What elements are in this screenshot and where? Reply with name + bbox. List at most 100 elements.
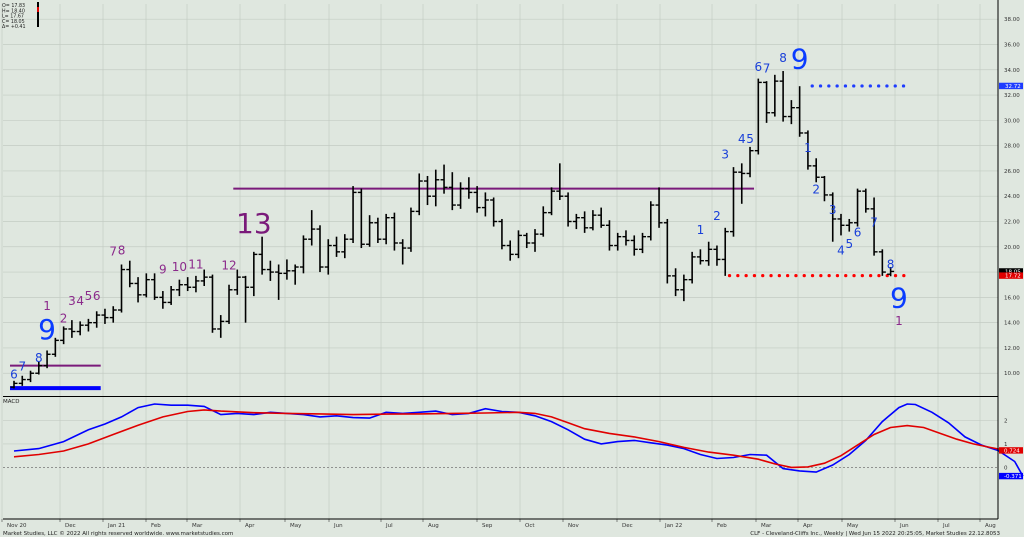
macd-panel: MACD	[3, 399, 1024, 477]
x-tick-label: Nov	[568, 523, 579, 529]
ohlc-bar	[159, 291, 167, 309]
ohlc-bar	[787, 100, 795, 125]
ohlc-bar	[630, 235, 638, 256]
setup-count: 5	[746, 132, 754, 146]
macd-title: MACD	[3, 399, 20, 405]
macd-tick-label: 0	[1004, 465, 1008, 471]
macd-marker-box	[999, 447, 1023, 454]
ohlc-bar	[672, 268, 680, 297]
price-tick-label: 30.00	[1004, 118, 1020, 124]
ohlc-bar	[862, 188, 870, 213]
ohlc-bar	[142, 273, 150, 298]
ohlc-bar	[118, 264, 126, 313]
price-marker-box	[999, 82, 1023, 90]
ohlc-bar	[126, 260, 134, 288]
setup-count: 8	[118, 243, 126, 257]
x-tick-label: Mar	[761, 523, 772, 529]
ohlc-bar	[663, 218, 671, 284]
ohlc-bar	[829, 192, 837, 242]
ohlc-bar	[299, 235, 307, 274]
ohlc-bar	[820, 175, 828, 202]
ohlc-bar	[60, 326, 68, 345]
setup-count: 11	[188, 257, 203, 271]
ohlc-bar	[440, 164, 448, 194]
ohlc-bar	[556, 163, 564, 200]
ohlc-bar	[878, 249, 886, 276]
ohlc-readout-line: H= 18.40	[2, 8, 25, 14]
setup-count: 7	[763, 61, 771, 75]
ohlc-bar	[208, 274, 216, 333]
ohlc-bar	[10, 380, 18, 389]
ohlc-bar	[514, 230, 522, 259]
macd-tick-label: 2	[1004, 418, 1008, 424]
x-tick-label: Feb	[151, 523, 161, 529]
setup-count: 3	[829, 203, 837, 217]
ohlc-bar	[870, 197, 878, 256]
ohlc-bar	[374, 217, 382, 243]
setup-count-large: 9	[38, 313, 56, 346]
ohlc-bar	[101, 308, 109, 324]
ohlc-bar	[763, 81, 771, 123]
ohlc-bar	[266, 260, 274, 281]
ohlc-bar	[837, 213, 845, 236]
setup-count: 5	[845, 237, 853, 251]
macd-signal-line	[13, 409, 1023, 469]
ohlc-bar	[432, 169, 440, 207]
setup-count: 1	[804, 141, 812, 155]
x-tick-label: Aug	[428, 523, 439, 529]
ohlc-bar	[84, 318, 92, 332]
setup-count: 6	[10, 367, 18, 381]
ohlc-bar	[333, 236, 341, 257]
ohlc-bar	[250, 251, 258, 297]
price-tick-label: 28.00	[1004, 144, 1020, 150]
ohlc-bar	[184, 277, 192, 292]
setup-count-large: 9	[791, 42, 809, 75]
ohlc-bar	[729, 167, 737, 237]
price-tick-label: 34.00	[1004, 68, 1020, 74]
price-tick-label: 38.00	[1004, 17, 1020, 23]
ohlc-bar	[597, 207, 605, 228]
ohlc-bar	[738, 163, 746, 204]
footer-credit: Market Studies, LLC © 2022 All rights re…	[3, 530, 233, 537]
ohlc-bar	[465, 177, 473, 199]
ohlc-bar	[655, 187, 663, 228]
ohlc-readout-line: Δ= +0.41	[2, 24, 26, 30]
ohlc-bar	[233, 269, 241, 295]
ohlc-bar	[705, 241, 713, 266]
ohlc-bar	[175, 279, 183, 297]
ohlc-bar	[349, 186, 357, 243]
ohlc-bar	[366, 215, 374, 247]
ohlc-bar	[76, 321, 84, 336]
ohlc-bar	[754, 78, 762, 155]
setup-count: 3	[68, 294, 76, 308]
ohlc-bar	[531, 229, 539, 252]
ohlc-bar	[688, 251, 696, 284]
setup-count: 8	[779, 51, 787, 65]
ohlc-bar	[308, 210, 316, 246]
ohlc-bar	[605, 220, 613, 251]
price-tick-label: 16.00	[1004, 295, 1020, 301]
price-tick-label: 14.00	[1004, 321, 1020, 327]
price-tick-label: 22.00	[1004, 219, 1020, 225]
ohlc-bar	[291, 264, 299, 285]
setup-count: 1	[697, 223, 705, 237]
ohlc-bar	[490, 197, 498, 227]
setup-count: 5	[85, 289, 93, 303]
footer-symbol-info: CLF - Cleveland-Cliffs Inc., Weekly | We…	[750, 531, 1000, 537]
ohlc-readout-line: O= 17.83	[2, 3, 25, 9]
ohlc-bar	[225, 284, 233, 324]
ohlc-bar	[68, 320, 76, 338]
ohlc-bar	[506, 240, 514, 261]
price-tick-label: 10.00	[1004, 371, 1020, 377]
x-tick-label: May	[847, 523, 859, 529]
x-tick-label: Nov 20	[7, 523, 27, 529]
setup-count: 7	[870, 216, 878, 230]
x-tick-label: Mar	[192, 523, 203, 529]
ohlc-bar	[498, 218, 506, 250]
ohlc-bar	[109, 306, 117, 323]
ohlc-bar	[771, 74, 779, 117]
setup-count: 1	[895, 314, 903, 328]
